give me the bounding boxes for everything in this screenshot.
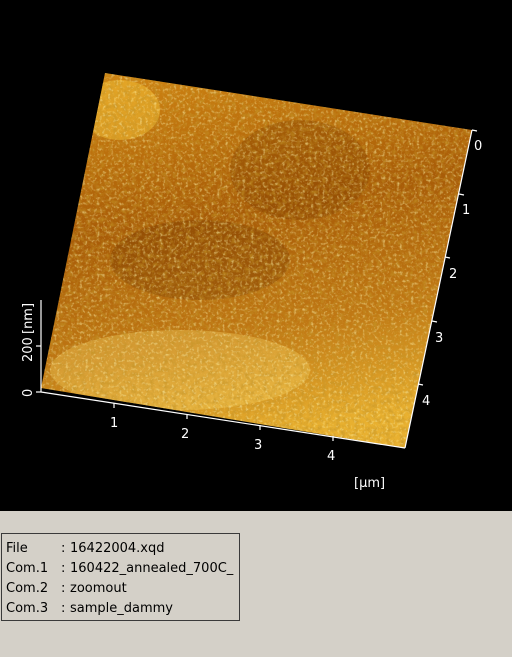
info-label: Com.3 (6, 601, 49, 616)
y-tick-label: 4 (422, 394, 430, 409)
info-value: 160422_annealed_700C_ (70, 561, 234, 576)
y-tick-label: 2 (449, 267, 457, 282)
info-row-file: File : 16422004.xqd (6, 539, 239, 559)
info-value: zoomout (70, 581, 127, 596)
z-tick-label: 200 (21, 337, 36, 362)
x-tick-label: 3 (254, 438, 262, 453)
afm-surface-plot: 1 2 3 4 0 1 2 3 4 0 200 [nm] [µm] (21, 73, 482, 491)
info-label: Com.1 (6, 561, 49, 576)
info-value: 16422004.xqd (70, 541, 165, 556)
x-tick-label: 4 (327, 449, 335, 464)
info-separator: : (61, 581, 66, 596)
y-tick-label: 3 (435, 331, 443, 346)
axes (36, 129, 478, 449)
z-tick-label: 0 (21, 389, 36, 397)
info-separator: : (61, 561, 66, 576)
xy-axis-unit: [µm] (354, 476, 385, 491)
info-row-com1: Com.1 : 160422_annealed_700C_ (6, 559, 239, 579)
z-axis-unit: [nm] (21, 303, 36, 334)
y-tick-label: 1 (462, 203, 470, 218)
info-row-com3: Com.3 : sample_dammy (6, 599, 239, 619)
info-row-com2: Com.2 : zoomout (6, 579, 239, 599)
info-separator: : (61, 601, 66, 616)
info-separator: : (61, 541, 66, 556)
afm-3d-viewer[interactable]: 1 2 3 4 0 1 2 3 4 0 200 [nm] [µm] (0, 0, 512, 511)
x-tick-label: 1 (110, 416, 118, 431)
info-label: File (6, 541, 28, 556)
file-info-panel: File : 16422004.xqd Com.1 : 160422_annea… (1, 533, 240, 621)
info-value: sample_dammy (70, 601, 174, 616)
afm-surface (41, 73, 472, 448)
info-label: Com.2 (6, 581, 49, 596)
y-tick-label: 0 (474, 139, 482, 154)
x-tick-label: 2 (181, 427, 189, 442)
